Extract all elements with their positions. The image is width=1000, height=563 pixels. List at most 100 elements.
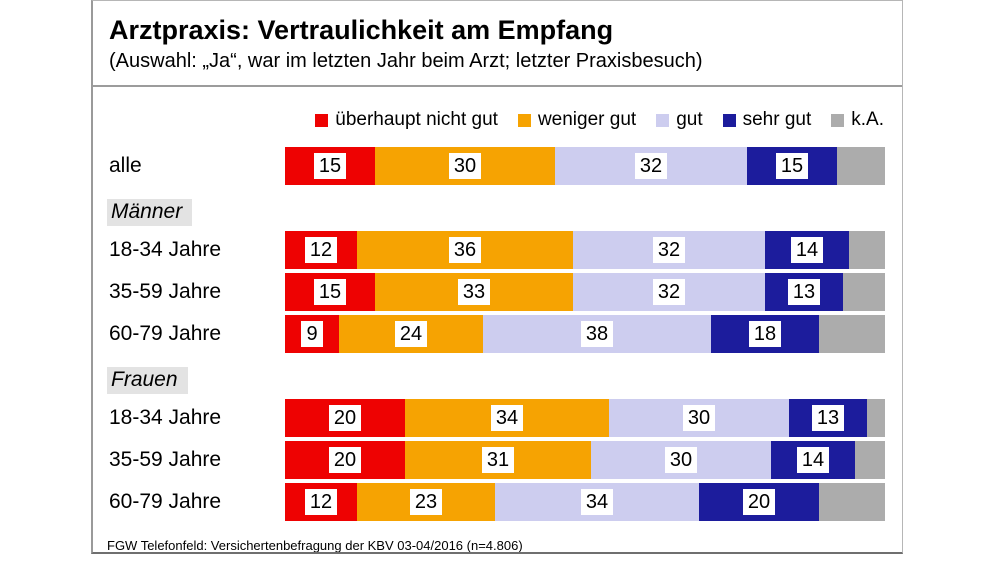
stacked-bar: 15 30 32 15 — [285, 147, 885, 185]
value-label: 34 — [580, 489, 614, 515]
legend-item: weniger gut — [517, 109, 637, 131]
bar-segment: 13 — [789, 399, 867, 437]
legend-label: weniger gut — [537, 109, 637, 130]
bar-segment: 24 — [339, 315, 483, 353]
chart-rows: alle 15 30 32 15 Männer 18-34 Jahre 12 36 32 14 35-… — [93, 147, 902, 521]
bar-segment: 32 — [573, 273, 765, 311]
value-label: 15 — [775, 153, 809, 179]
value-label: 12 — [304, 237, 338, 263]
legend-item: k.A. — [831, 109, 884, 131]
row-label: 18-34 Jahre — [109, 238, 222, 261]
bar-segment: 32 — [555, 147, 747, 185]
legend-label: überhaupt nicht gut — [335, 109, 498, 130]
group-row: Frauen — [93, 365, 902, 395]
value-label: 36 — [448, 237, 482, 263]
value-label: 23 — [409, 489, 443, 515]
legend-item: gut — [656, 109, 703, 131]
group-label: Frauen — [107, 366, 188, 394]
bar-segment: 36 — [357, 231, 573, 269]
bar-segment: 12 — [285, 231, 357, 269]
bar-segment: 30 — [375, 147, 555, 185]
bar-segment: 15 — [285, 147, 375, 185]
bar-segment: 14 — [765, 231, 849, 269]
bar-segment: 23 — [357, 483, 495, 521]
legend-swatch — [517, 113, 531, 127]
legend-label: gut — [676, 109, 703, 130]
bar-row: alle 15 30 32 15 — [93, 147, 902, 185]
value-label: 32 — [652, 237, 686, 263]
value-label: 12 — [304, 489, 338, 515]
bar-segment — [819, 315, 885, 353]
bar-segment: 34 — [495, 483, 699, 521]
stacked-bar: 20 34 30 13 — [285, 399, 885, 437]
bar-row: 35-59 Jahre 20 31 30 14 — [93, 441, 902, 479]
bar-row: 18-34 Jahre 20 34 30 13 — [93, 399, 902, 437]
legend-item: überhaupt nicht gut — [315, 109, 498, 131]
bar-segment: 30 — [591, 441, 771, 479]
bar-row: 60-79 Jahre 12 23 34 20 — [93, 483, 902, 521]
value-label: 14 — [790, 237, 824, 263]
value-label: 30 — [682, 405, 716, 431]
group-row: Männer — [93, 197, 902, 227]
bar-segment — [819, 483, 885, 521]
value-label: 14 — [796, 447, 830, 473]
legend-item: sehr gut — [722, 109, 812, 131]
value-label: 38 — [580, 321, 614, 347]
bar-segment: 32 — [573, 231, 765, 269]
value-label: 20 — [328, 405, 362, 431]
bar-segment: 34 — [405, 399, 609, 437]
value-label: 18 — [748, 321, 782, 347]
legend-swatch — [831, 113, 845, 127]
stacked-bar: 20 31 30 14 — [285, 441, 885, 479]
chart-subtitle: (Auswahl: „Ja“, war im letzten Jahr beim… — [109, 50, 703, 72]
stacked-bar: 12 36 32 14 — [285, 231, 885, 269]
bar-row: 35-59 Jahre 15 33 32 13 — [93, 273, 902, 311]
row-label: 60-79 Jahre — [109, 322, 222, 345]
value-label: 20 — [742, 489, 776, 515]
bar-segment — [837, 147, 885, 185]
bar-segment: 30 — [609, 399, 789, 437]
bar-segment: 18 — [711, 315, 819, 353]
row-label: 35-59 Jahre — [109, 448, 222, 471]
legend-label: sehr gut — [742, 109, 812, 130]
bar-segment — [855, 441, 885, 479]
chart-frame: Arztpraxis: Vertraulichkeit am Empfang (… — [91, 0, 903, 554]
bar-segment: 13 — [765, 273, 843, 311]
legend-swatch — [656, 113, 670, 127]
stacked-bar: 15 33 32 13 — [285, 273, 885, 311]
bar-segment: 20 — [285, 399, 405, 437]
chart-legend: überhaupt nicht gut weniger gut gut sehr gu… — [93, 107, 884, 133]
value-label: 13 — [811, 405, 845, 431]
row-label: 60-79 Jahre — [109, 490, 222, 513]
row-label: alle — [109, 154, 142, 177]
bar-segment — [849, 231, 885, 269]
value-label: 32 — [634, 153, 668, 179]
value-label: 20 — [328, 447, 362, 473]
value-label: 24 — [394, 321, 428, 347]
value-label: 13 — [787, 279, 821, 305]
bar-segment: 31 — [405, 441, 591, 479]
value-label: 15 — [313, 279, 347, 305]
bar-segment: 9 — [285, 315, 339, 353]
legend-swatch — [315, 113, 329, 127]
row-label: 18-34 Jahre — [109, 406, 222, 429]
legend-label: k.A. — [851, 109, 884, 130]
bar-segment: 15 — [285, 273, 375, 311]
value-label: 31 — [481, 447, 515, 473]
chart-body: überhaupt nicht gut weniger gut gut sehr gu… — [93, 87, 902, 553]
bar-segment: 20 — [699, 483, 819, 521]
bar-segment — [867, 399, 885, 437]
bar-segment: 38 — [483, 315, 711, 353]
value-label: 33 — [457, 279, 491, 305]
stacked-bar: 9 24 38 18 — [285, 315, 885, 353]
legend-swatch — [722, 113, 736, 127]
bar-segment: 20 — [285, 441, 405, 479]
chart-header: Arztpraxis: Vertraulichkeit am Empfang (… — [93, 1, 902, 87]
value-label: 15 — [313, 153, 347, 179]
bar-segment: 15 — [747, 147, 837, 185]
bar-segment: 33 — [375, 273, 573, 311]
source-note: FGW Telefonfeld: Versichertenbefragung d… — [107, 538, 523, 553]
bar-row: 18-34 Jahre 12 36 32 14 — [93, 231, 902, 269]
row-label: 35-59 Jahre — [109, 280, 222, 303]
chart-title: Arztpraxis: Vertraulichkeit am Empfang — [109, 15, 614, 45]
